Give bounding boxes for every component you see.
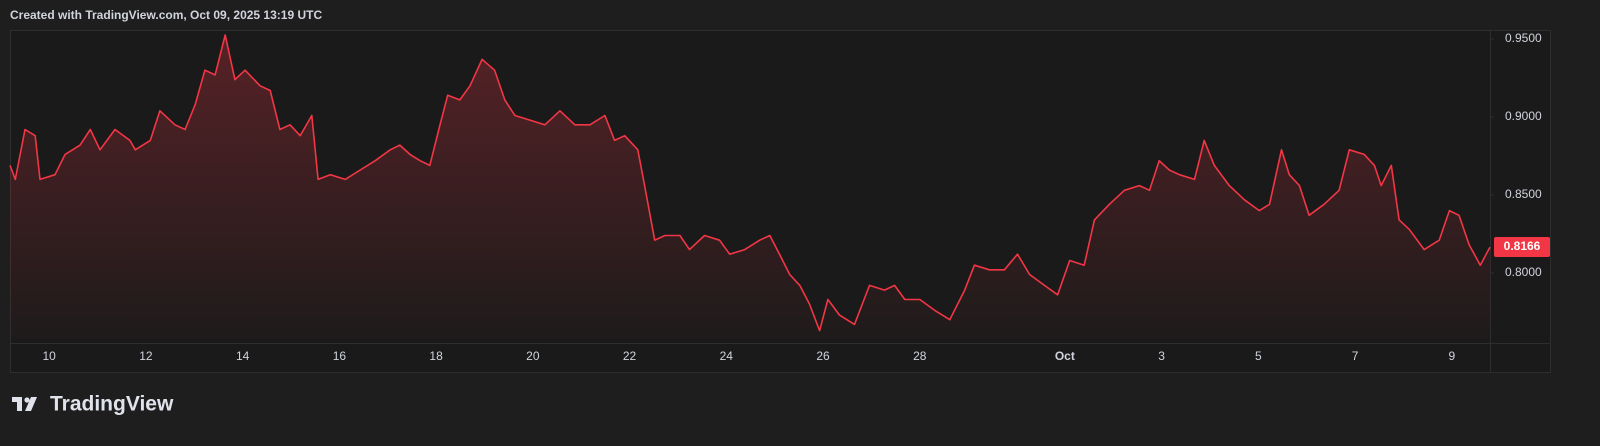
x-tick-label: 9 [1448,349,1455,363]
y-tick-label: 0.8500 [1505,187,1542,201]
x-tick-label: 5 [1255,349,1262,363]
header-text: Created with TradingView.com, Oct 09, 20… [10,8,322,22]
x-tick-label: 7 [1352,349,1359,363]
brand-name: TradingView [50,393,174,416]
brand-logo [12,397,37,411]
x-tick-label: 28 [913,349,927,363]
price-line [9,34,1491,332]
x-tick-label: 10 [42,349,56,363]
x-tick-label: 16 [333,349,347,363]
x-tick-label: 14 [236,349,250,363]
x-tick-label: 12 [139,349,153,363]
y-tick-label: 0.9500 [1505,31,1542,45]
y-tick-label: 0.9000 [1505,109,1542,123]
x-tick-label: 26 [816,349,830,363]
y-tick-label: 0.8000 [1505,265,1542,279]
last-price-label: 0.8166 [1504,239,1541,253]
x-tick-label: Oct [1055,349,1075,363]
last-price-badge [1494,237,1550,258]
logo-slash [25,397,37,411]
x-tick-label: 18 [429,349,443,363]
x-tick-label: 24 [720,349,734,363]
logo-mark [12,397,22,411]
logo-dot [24,397,30,403]
x-tick-label: 20 [526,349,540,363]
x-tick-label: 22 [623,349,637,363]
x-tick-label: 3 [1158,349,1165,363]
area-fill [10,35,1490,340]
